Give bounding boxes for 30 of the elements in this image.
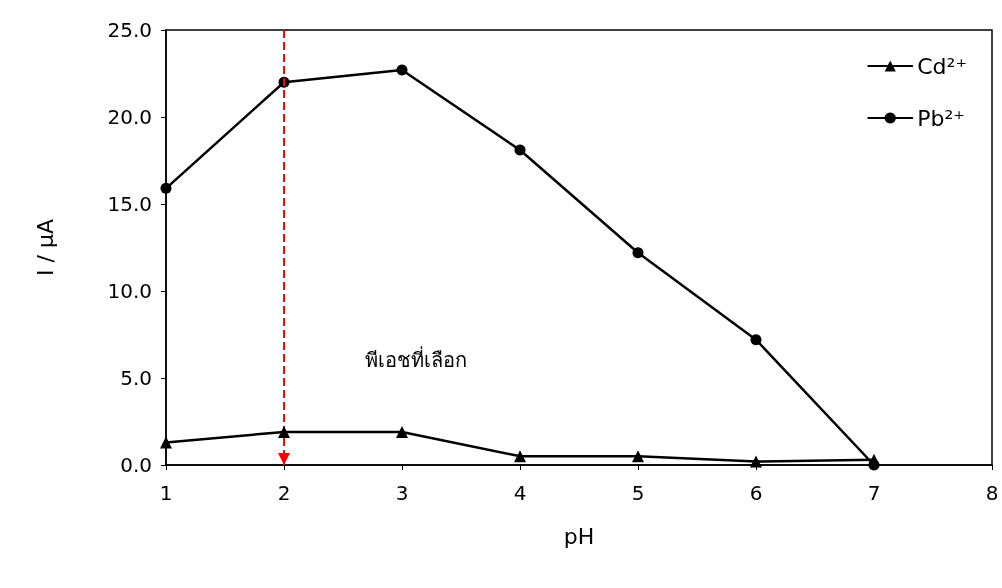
y-axis-title: I / μA — [32, 219, 58, 276]
point — [160, 436, 172, 449]
point — [278, 425, 290, 438]
point — [750, 455, 762, 468]
x-tick-label: 3 — [395, 481, 409, 505]
y-tick-label: 25.0 — [107, 18, 152, 42]
point — [396, 425, 408, 438]
x-tick-label: 6 — [749, 481, 763, 505]
annotation: พีเอชที่เลือก — [365, 346, 467, 372]
point — [750, 334, 762, 346]
y-tick-label: 20.0 — [107, 105, 152, 129]
point — [396, 64, 408, 76]
x-tick-label: 4 — [513, 481, 527, 505]
point — [160, 182, 172, 194]
x-tick-label: 7 — [867, 481, 881, 505]
legend-label: Cd²⁺ — [917, 53, 968, 79]
x-axis-title: pH — [563, 523, 595, 549]
point — [632, 450, 644, 463]
y-tick-label: 0.0 — [120, 453, 152, 477]
point — [514, 144, 526, 156]
x-tick-label: 2 — [277, 481, 291, 505]
legend-label: Pb²⁺ — [917, 105, 965, 131]
x-tick-label: 8 — [985, 481, 999, 505]
x-tick-label: 5 — [631, 481, 645, 505]
x-tick-label: 1 — [159, 481, 173, 505]
y-tick-label: 15.0 — [107, 192, 152, 216]
point — [514, 450, 526, 463]
point — [632, 247, 644, 259]
y-tick-label: 10.0 — [107, 279, 152, 303]
y-tick-label: 5.0 — [120, 366, 152, 390]
